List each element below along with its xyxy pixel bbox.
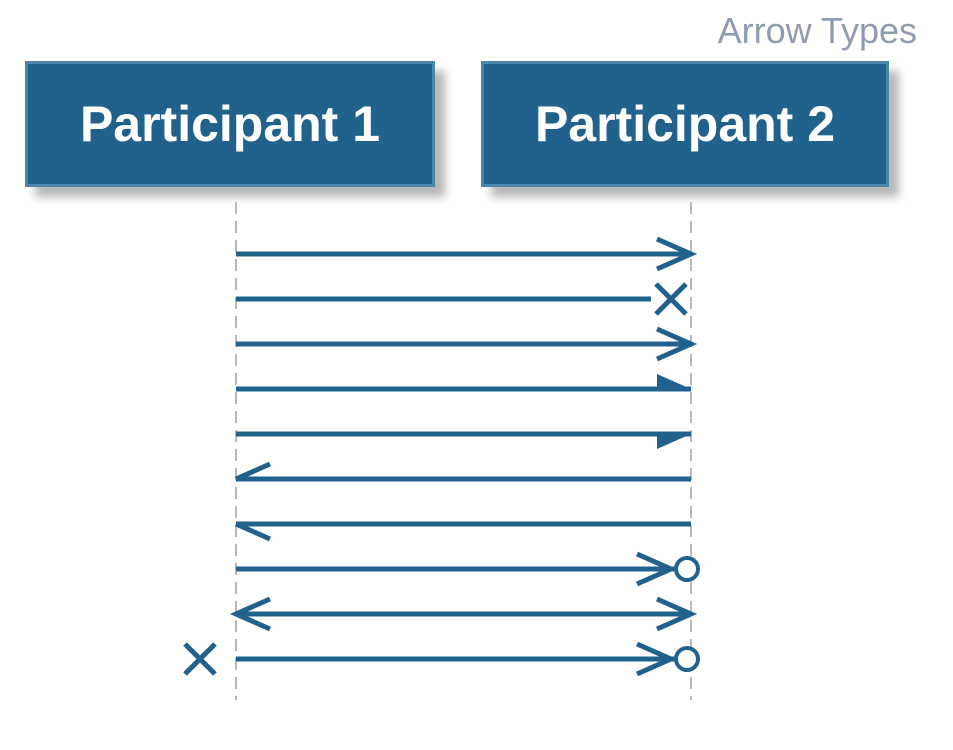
arrowhead-cross-start (185, 644, 215, 674)
arrowhead-open-circle-end-circle (676, 558, 698, 580)
arrowhead-open-circle-end-circle (676, 648, 698, 670)
arrowhead-cross-end (656, 284, 686, 314)
